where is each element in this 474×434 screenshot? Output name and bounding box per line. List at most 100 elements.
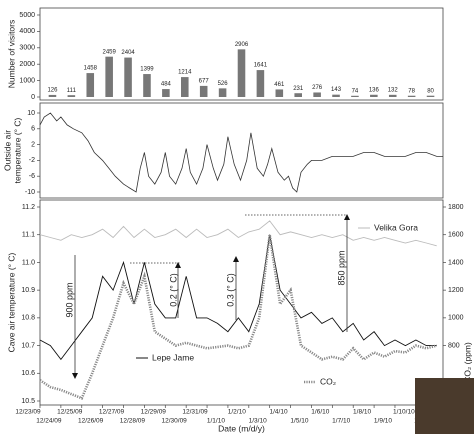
bar-value-label: 1641: [254, 63, 268, 69]
legend-label: CO₂: [320, 376, 336, 386]
bar-value-label: 484: [161, 82, 172, 88]
y-axis-label: Number of visitors: [6, 20, 16, 89]
x-tick-label: 1/9/10: [374, 418, 392, 425]
bar: [237, 49, 246, 97]
plot-frame: [39, 7, 444, 101]
x-tick-label: 1/5/10: [290, 418, 308, 425]
y-tick-label: 5000: [19, 12, 35, 19]
bar-value-label: 2404: [121, 50, 135, 56]
plot-frame: [39, 199, 444, 406]
x-axis-label: Date (m/d/y): [218, 423, 265, 433]
x-tick-label: 1/4/10: [270, 409, 288, 416]
y-tick-label: 2000: [19, 61, 35, 68]
bar-value-label: 1214: [178, 70, 192, 76]
bar-value-label: 2906: [235, 42, 249, 48]
bar: [426, 95, 435, 97]
x-tick-label: 12/31/09: [182, 409, 208, 416]
bar-value-label: 1458: [84, 66, 98, 72]
y-tick-label: -6: [29, 173, 35, 180]
arrow-heads: [72, 214, 350, 379]
y-tick-label: 6: [31, 126, 35, 133]
bar-value-label: 526: [218, 81, 229, 87]
y-tick-label: 1000: [19, 77, 35, 84]
bar-value-label: 143: [331, 87, 342, 93]
x-tick-label: 12/26/09: [78, 418, 104, 425]
bar: [143, 74, 151, 97]
bar-value-label: 276: [312, 85, 323, 91]
y-tick-label: -10: [25, 189, 35, 196]
bar: [181, 77, 189, 97]
y-tick-label: 11.2: [22, 204, 35, 211]
bar: [351, 95, 359, 97]
y2-tick-label: 1200: [448, 287, 464, 294]
annotation: 900 ppm: [64, 282, 74, 317]
bar-value-label: 80: [427, 88, 434, 94]
bar: [407, 95, 416, 97]
y-axis-label: Cave air temperature (° C): [6, 252, 16, 352]
bar: [105, 56, 113, 97]
photo-thumbnail: [415, 378, 474, 434]
x-tick-label: 1/6/10: [311, 409, 329, 416]
x-tick-label: 12/29/09: [141, 409, 167, 416]
y-tick-label: -2: [29, 157, 35, 164]
annotation: 0.3 (° C): [225, 273, 235, 307]
y2-axis-label: CO₂ (ppm): [462, 342, 472, 383]
y-tick-label: 10: [27, 110, 35, 117]
legend-label: Lepe Jame: [152, 352, 194, 362]
bar-value-label: 231: [293, 86, 304, 92]
x-tick-label: 1/8/10: [353, 409, 371, 416]
y-tick-label: 11.0: [22, 259, 35, 266]
y-tick-label: 10.7: [21, 342, 35, 349]
annotation: 850 ppm: [336, 250, 346, 285]
bar-value-label: 1399: [140, 67, 154, 73]
line: [39, 234, 437, 361]
y-tick-label: 10.9: [21, 287, 35, 294]
y-tick-label: 11.1: [22, 232, 35, 239]
x-tick-label: 1/3/10: [249, 418, 267, 425]
bar-value-label: 136: [369, 87, 380, 93]
arrow-head: [175, 262, 181, 268]
bar: [256, 70, 265, 97]
y-tick-label: 10.8: [21, 315, 35, 322]
line: [39, 112, 443, 193]
bar-value-label: 461: [274, 82, 285, 88]
y-tick-label: 10.6: [21, 370, 35, 377]
bar-value-label: 78: [408, 88, 415, 94]
y-tick-label: 4000: [19, 28, 35, 35]
x-tick-label: 1/2/10: [228, 409, 246, 416]
x-tick-label: 1/7/10: [332, 418, 350, 425]
y-axis-label: Outside air: [2, 130, 12, 171]
arrow-head: [72, 373, 78, 379]
y-tick-label: 10.5: [21, 398, 35, 405]
annotation-arrows: [74, 214, 348, 378]
annotation: 0.2 (° C): [168, 273, 178, 307]
bar: [48, 94, 57, 97]
x-tick-label: 12/25/09: [57, 409, 83, 416]
y2-tick-label: 800: [448, 342, 460, 349]
bar-value-label: 111: [67, 88, 77, 94]
bar: [370, 94, 378, 97]
arrow-head: [233, 256, 239, 262]
bar: [67, 95, 76, 97]
x-tick-label: 12/23/09: [15, 409, 41, 416]
bar-value-label: 132: [388, 87, 399, 93]
bar: [275, 89, 284, 97]
x-tick-label: 12/30/09: [162, 418, 188, 425]
x-tick-label: 12/27/09: [99, 409, 125, 416]
y-tick-label: 0: [31, 94, 35, 101]
bar: [294, 93, 302, 97]
legend-label: Velika Gora: [374, 222, 418, 232]
y2-tick-label: 1000: [448, 315, 464, 322]
arrow-head: [344, 214, 350, 220]
bar-value-label: 2459: [102, 49, 116, 55]
plot-frame: [39, 102, 444, 199]
bar: [332, 94, 340, 97]
y2-tick-label: 1400: [448, 259, 464, 266]
bar: [124, 57, 132, 97]
bar: [388, 94, 397, 97]
bar: [162, 89, 170, 97]
bar: [218, 88, 227, 97]
bar-value-label: 677: [199, 78, 210, 84]
line: [39, 234, 438, 400]
